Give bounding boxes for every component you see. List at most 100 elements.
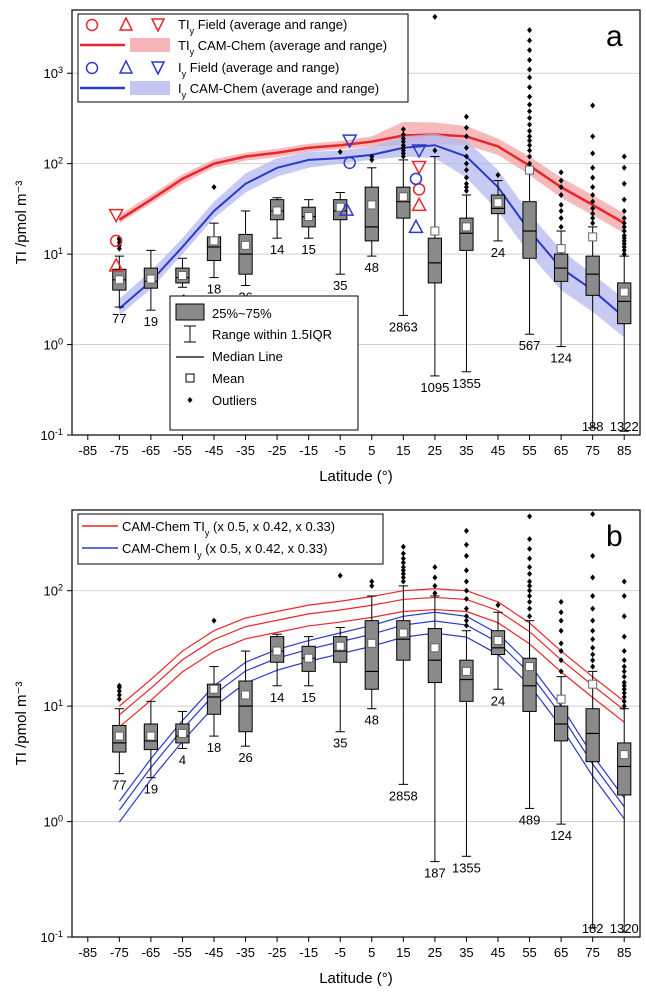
x-tick-label: -25 <box>268 443 287 458</box>
outlier-point <box>621 164 627 171</box>
x-axis-title: Latitude (°) <box>319 970 393 987</box>
box-legend-item: Outliers <box>212 393 257 408</box>
iqr-box <box>396 186 411 219</box>
y-axis-title: TI /pmol m⁻³ <box>13 181 30 265</box>
outlier-point <box>590 164 596 171</box>
box-lat-15: 2858 <box>389 543 418 803</box>
outlier-point <box>621 592 627 599</box>
legend-circle-icon <box>85 18 99 32</box>
box-plots: 7719418261415354828631095135524567124188… <box>112 13 639 434</box>
model-range-band <box>119 121 625 234</box>
y-tick-label: 10-1 <box>40 427 63 443</box>
model-mean-line <box>118 133 625 225</box>
box-lat--65: 19 <box>144 700 158 797</box>
outlier-point <box>369 156 375 163</box>
outlier-point <box>590 592 596 599</box>
legend-a-item-3: Iy Field (average and range) <box>178 60 339 79</box>
sample-count-label: 48 <box>365 713 379 728</box>
mean-marker <box>619 750 629 760</box>
box-lat-85: 1322 <box>610 153 639 434</box>
outlier-point <box>463 187 469 194</box>
sample-count-label: 567 <box>519 338 541 353</box>
legend-triangle-down-icon <box>150 18 166 33</box>
x-tick-label: 45 <box>491 443 505 458</box>
x-axis: -85 -75 -65 -55 -45 -35 -25 -15 -5 5 15 25 35 45 55 65 7… <box>78 937 631 987</box>
outlier-point <box>527 137 533 144</box>
outlier-point <box>621 613 627 620</box>
box-legend-item: Range within 1.5IQR <box>212 327 332 342</box>
outlier-point <box>590 210 596 217</box>
box-lat--5: 35 <box>333 148 347 293</box>
x-tick-label: 15 <box>396 443 410 458</box>
sample-count-label: 24 <box>491 693 505 708</box>
sample-count-label: 1095 <box>420 380 449 395</box>
outlier-point <box>527 121 533 128</box>
outlier-point <box>400 142 406 149</box>
outlier-point <box>463 133 469 140</box>
outlier-point <box>432 582 438 589</box>
box-lat-55: 489 <box>519 513 541 827</box>
outlier-point <box>558 223 564 230</box>
outlier-point <box>621 220 627 227</box>
x-tick-label: -55 <box>173 443 192 458</box>
sample-count-label: 15 <box>301 242 315 257</box>
x-tick-label: 55 <box>522 443 536 458</box>
outlier-point <box>337 572 343 579</box>
outlier-point <box>621 679 627 686</box>
outlier-point <box>621 689 627 696</box>
outlier-point <box>369 582 375 589</box>
outlier-point <box>558 640 564 647</box>
iqr-box <box>364 620 379 690</box>
outlier-point <box>590 605 596 612</box>
box-legend-item: Mean <box>212 371 245 386</box>
sample-count-label: 15 <box>301 690 315 705</box>
field-triangle-down-point <box>411 144 427 159</box>
mean-marker <box>430 643 440 653</box>
legend-circle-icon <box>85 61 99 75</box>
field-circle-point <box>412 183 426 196</box>
box-lat--15: 15 <box>301 199 316 257</box>
mean-marker <box>525 662 535 672</box>
y-tick-label: 102 <box>43 156 63 172</box>
outlier-point <box>400 570 406 577</box>
sample-count-label: 1355 <box>452 376 481 391</box>
mean-marker <box>335 641 345 651</box>
box-lat--5: 35 <box>333 572 347 751</box>
sample-count-label: 489 <box>519 812 541 827</box>
outlier-point <box>527 578 533 585</box>
iqr-box <box>427 237 443 284</box>
x-tick-label: 45 <box>491 945 505 960</box>
field-triangle-up-point <box>338 201 355 216</box>
box-lat--25: 14 <box>270 633 284 705</box>
box-lat-75: 188 <box>582 102 604 434</box>
box-plots: 77 19 4 18 26 14 15 35 48 2858 187 1355 24 489 124 182 1… <box>112 511 639 936</box>
outlier-point <box>432 590 438 597</box>
outlier-point <box>495 602 501 609</box>
sample-count-label: 188 <box>582 419 604 434</box>
mean-marker <box>461 222 471 232</box>
outlier-point <box>527 513 533 520</box>
outlier-point <box>590 102 596 109</box>
outlier-point <box>558 598 564 605</box>
legend-iqr-box-icon <box>175 303 205 321</box>
outlier-point <box>116 245 122 252</box>
outlier-point <box>400 567 406 574</box>
field-circle-point <box>343 156 356 170</box>
box-lat-35: 1355 <box>452 113 481 391</box>
outlier-point <box>369 578 375 585</box>
legend-b-item-2: CAM-Chem Iy (x 0.5, x 0.42, x 0.33) <box>122 541 327 560</box>
y-axis: 10-1 100 101 102 103 TI /pmol m⁻³ <box>13 65 72 443</box>
outlier-point <box>116 688 122 695</box>
sample-count-label: 1322 <box>610 419 639 434</box>
box-legend-item: 25%~75% <box>212 306 272 321</box>
legend-band-icon <box>130 38 170 52</box>
outlier-point <box>590 657 596 664</box>
panel-b-chart: 77 19 4 18 26 14 15 35 48 2858 187 1355 24 489 124 182 1… <box>13 509 641 987</box>
outlier-point <box>527 545 533 552</box>
outlier-point <box>590 184 596 191</box>
legend-b-frame <box>77 513 384 565</box>
outlier-point <box>558 169 564 176</box>
outlier-point <box>621 703 627 710</box>
sample-count-label: 124 <box>550 351 572 366</box>
mean-marker <box>146 274 156 284</box>
